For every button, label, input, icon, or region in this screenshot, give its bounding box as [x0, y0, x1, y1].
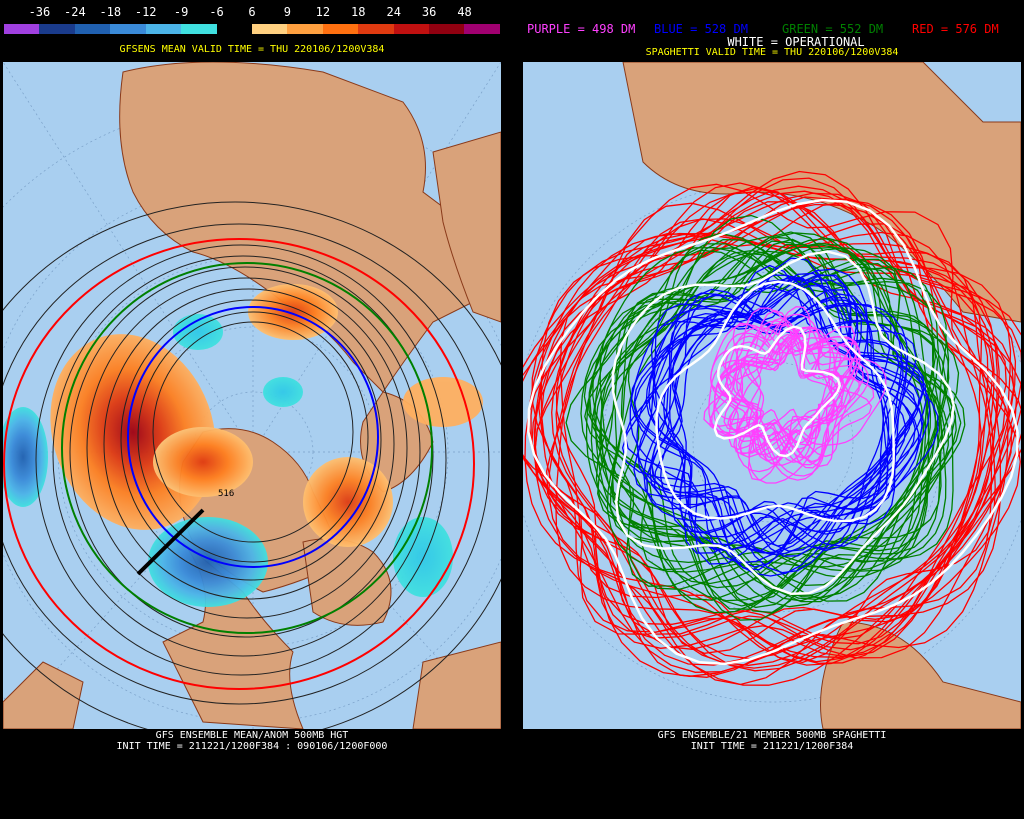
left-footer-line2: INIT TIME = 211221/1200F384 : 090106/120…: [116, 741, 388, 752]
spaghetti-line: [652, 272, 925, 552]
spaghetti-line: [580, 214, 947, 601]
height-contours: [3, 201, 501, 729]
legend-swatch: [39, 24, 75, 34]
spaghetti-line: [655, 280, 895, 523]
spaghetti-line: [565, 243, 962, 603]
spaghetti-map: [523, 62, 1021, 729]
legend-tick: 18: [351, 5, 366, 19]
legend-swatch: [429, 24, 465, 34]
trough-axis: [136, 508, 205, 576]
legend-swatch: [393, 24, 430, 34]
legend-tick: 24: [386, 5, 401, 19]
spaghetti-line: [530, 232, 998, 686]
legend-tick: 6: [248, 5, 256, 19]
spaghetti-line: [713, 325, 842, 458]
spaghetti-line: [559, 186, 996, 664]
left-footer: GFS ENSEMBLE MEAN/ANOM 500MB HGT INIT TI…: [117, 730, 388, 752]
spaghetti-line: [540, 198, 1002, 673]
legend-white-label: WHITE = OPERATIONAL: [727, 35, 865, 49]
legend-swatch: [181, 24, 217, 34]
color-legend: -36 -24 -18 -12 -9 -6 6 9 12 18 24 36 48: [0, 0, 502, 40]
legend-tick: -6: [209, 5, 224, 19]
legend-tick: 36: [421, 5, 437, 19]
spaghetti-line: [546, 201, 1007, 654]
legend-tick: 12: [315, 5, 331, 19]
left-footer-line1: GFS ENSEMBLE MEAN/ANOM 500MB HGT: [155, 730, 349, 741]
legend-swatch: [287, 24, 323, 34]
spaghetti-line: [651, 296, 911, 547]
left-map-title: GFSENS MEAN VALID TIME = THU 220106/1200…: [119, 44, 385, 55]
spaghetti-line: [555, 218, 989, 664]
legend-swatch: [216, 24, 252, 34]
spaghetti-line: [585, 244, 924, 599]
spaghetti-contours: [523, 170, 1021, 686]
legend-tick: -12: [134, 5, 157, 19]
legend-tick: 48: [457, 5, 472, 19]
legend-tick: -18: [99, 5, 122, 19]
spaghetti-line: [709, 323, 853, 473]
legend-swatch: [464, 24, 500, 34]
legend-blue-label: BLUE = 528 DM: [654, 22, 748, 36]
right-footer-line2: INIT TIME = 211221/1200F384: [690, 741, 854, 752]
spaghetti-line: [595, 236, 930, 572]
spaghetti-line: [624, 289, 917, 554]
spaghetti-line: [531, 185, 1018, 660]
spaghetti-line: [660, 277, 923, 519]
spaghetti-line: [523, 198, 1021, 677]
spaghetti-line: [594, 247, 932, 597]
spaghetti-line: [524, 202, 993, 686]
spaghetti-line: [595, 249, 947, 608]
spaghetti-map-svg: [523, 62, 1021, 729]
legend-swatch: [322, 24, 359, 34]
spaghetti-line: [611, 250, 955, 595]
spaghetti-line: [648, 294, 909, 554]
spaghetti-line: [709, 327, 860, 481]
spaghetti-line: [538, 177, 1021, 659]
ensemble-mean-map-svg: 516: [3, 62, 501, 729]
legend-swatch: [74, 24, 111, 34]
right-footer: GFS ENSEMBLE/21 MEMBER 500MB SPAGHETTI I…: [658, 730, 887, 752]
legend-swatch: [110, 24, 146, 34]
spaghetti-line: [722, 306, 852, 444]
legend-colorbar: [4, 24, 500, 34]
legend-swatch: [251, 24, 288, 34]
right-map-title: SPAGHETTI VALID TIME = THU 220106/1200V3…: [645, 47, 899, 58]
spaghetti-line: [739, 326, 864, 458]
spaghetti-line: [646, 274, 920, 552]
legend-tick: -9: [173, 5, 189, 19]
spaghetti-line: [523, 192, 1013, 666]
legend-purple-label: PURPLE = 498 DM: [527, 22, 636, 36]
panel-divider: [502, 0, 522, 819]
spaghetti-line: [736, 323, 887, 484]
legend-tick: -36: [28, 5, 51, 19]
spaghetti-line: [588, 237, 957, 589]
legend-swatch: [358, 24, 394, 34]
spaghetti-line: [726, 326, 861, 466]
spaghetti-line: [653, 293, 924, 557]
legend-tick: -24: [64, 5, 86, 19]
spaghetti-line: [527, 198, 1019, 666]
right-footer-line1: GFS ENSEMBLE/21 MEMBER 500MB SPAGHETTI: [657, 730, 887, 741]
contour-label: 516: [218, 489, 234, 499]
legend-swatch: [4, 24, 40, 34]
legend-swatch: [145, 24, 182, 34]
land-masses: [622, 62, 1021, 729]
spaghetti-line: [637, 279, 928, 574]
legend-red-label: RED = 576 DM: [912, 22, 999, 36]
spaghetti-line: [718, 317, 875, 463]
ensemble-mean-map: 516: [3, 62, 501, 729]
legend-green-label: GREEN = 552 DM: [782, 22, 884, 36]
legend-tick: 9: [283, 5, 292, 19]
spaghetti-line: [531, 170, 1021, 658]
spaghetti-line: [643, 279, 920, 532]
height-anomalies: [3, 284, 483, 607]
